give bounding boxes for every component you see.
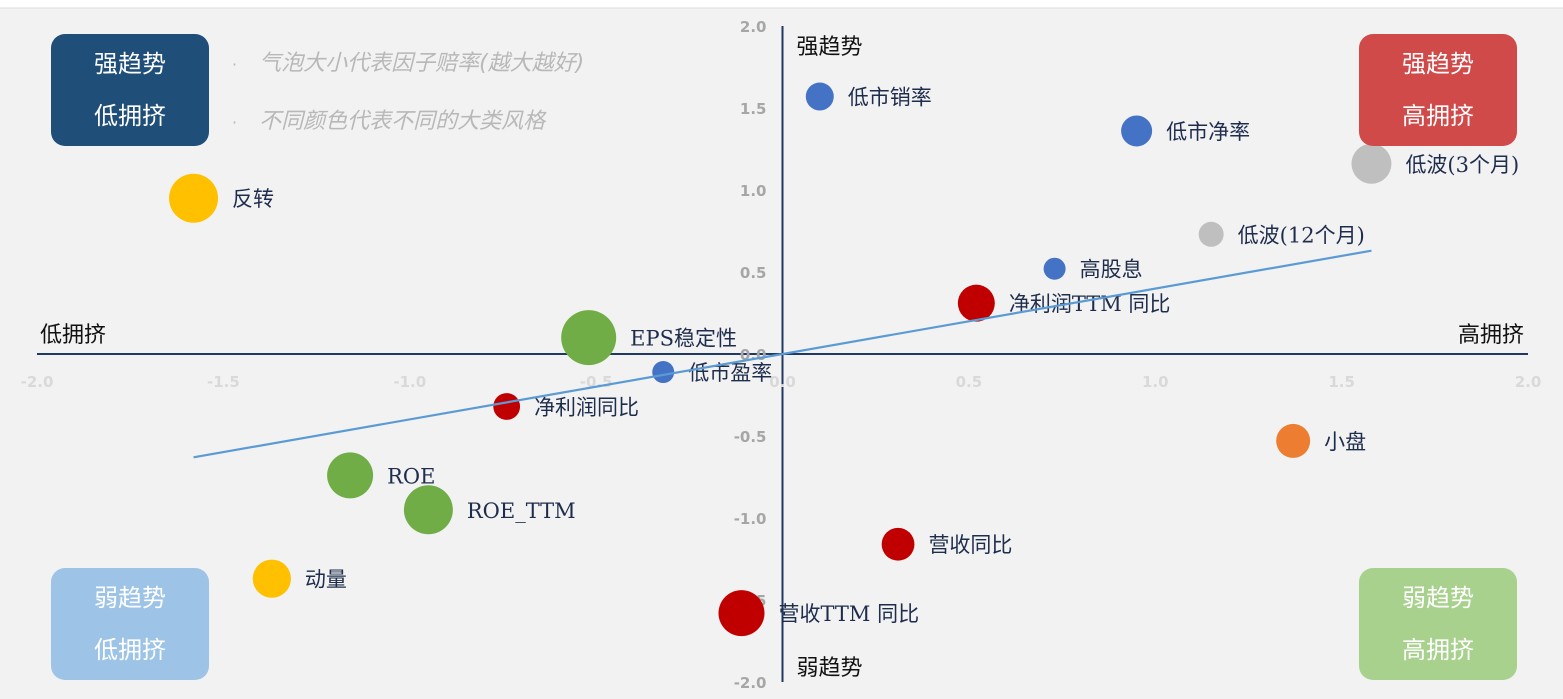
bubble-point: [652, 361, 675, 384]
quadrant-line1: 强趋势: [94, 50, 166, 78]
quadrant-weak-trend-low-crowding: 弱趋势 低拥挤: [51, 568, 209, 680]
bubble-point: [493, 393, 521, 420]
bubble-point: [327, 452, 374, 499]
bubble-label: 低波(3个月): [1405, 153, 1519, 177]
bubble-point: [1351, 143, 1392, 184]
quadrant-weak-trend-high-crowding: 弱趋势 高拥挤: [1359, 568, 1517, 680]
bubble-label: 反转: [232, 187, 274, 211]
bullet-icon: ·: [232, 55, 238, 74]
bubble-point: [1198, 221, 1224, 247]
quadrant-line2: 高拥挤: [1402, 636, 1474, 664]
note-text: 气泡大小代表因子赔率(越大越好): [259, 51, 585, 76]
quadrant-strong-trend-low-crowding: 强趋势 低拥挤: [51, 34, 209, 146]
x-tick-label: 2.0: [1515, 373, 1542, 391]
bubble-label: 净利润TTM 同比: [1009, 292, 1171, 316]
x-tick-label: -0.5: [580, 373, 613, 391]
bubble-label: ROE_TTM: [467, 499, 576, 523]
note-text: 不同颜色代表不同的大类风格: [259, 109, 546, 134]
x-tick-label: 0.0: [769, 373, 796, 391]
bubble-point: [403, 485, 453, 535]
bubble-series: [169, 82, 1392, 637]
bubble-label: 高股息: [1080, 258, 1143, 282]
axis-label-strong-trend: 强趋势: [797, 35, 863, 60]
x-tick-label: -2.0: [21, 373, 54, 391]
quadrant-line2: 高拥挤: [1402, 102, 1474, 130]
x-tick-label: 1.0: [1142, 373, 1169, 391]
quadrant-line1: 弱趋势: [1402, 584, 1474, 612]
y-tick-label: -2.0: [734, 674, 767, 692]
bubble-label: 低市盈率: [688, 361, 772, 385]
axis-label-high-crowding: 高拥挤: [1458, 323, 1524, 348]
bubble-point: [957, 284, 995, 322]
bullet-icon: ·: [232, 113, 238, 132]
y-tick-label: 0.5: [740, 264, 767, 282]
y-tick-label: -0.5: [734, 428, 767, 446]
bubble-point: [169, 173, 219, 223]
bubble-label: 净利润同比: [534, 395, 639, 419]
bubble-label: 动量: [305, 568, 347, 592]
y-tick-label: 2.0: [740, 18, 767, 36]
bubble-label: EPS稳定性: [630, 327, 737, 351]
y-tick-label: 1.5: [740, 100, 767, 118]
quadrant-line2: 低拥挤: [94, 636, 166, 664]
bubble-label: 低市销率: [848, 86, 932, 110]
x-tick-label: 1.5: [1328, 373, 1355, 391]
bubble-label: ROE: [387, 464, 435, 488]
bubble-point: [881, 527, 915, 561]
axis-label-weak-trend: 弱趋势: [797, 656, 863, 681]
y-tick-label: -1.0: [734, 510, 767, 528]
y-tick-label: 1.0: [740, 182, 767, 200]
bubble-label: 营收同比: [928, 533, 1012, 557]
quadrant-line1: 弱趋势: [94, 584, 166, 612]
x-tick-label: 0.5: [956, 373, 983, 391]
bubble-point: [1276, 423, 1311, 458]
trendline: [193, 249, 1372, 459]
x-tick-label: -1.5: [207, 373, 240, 391]
bubble-label: 低波(12个月): [1238, 223, 1365, 247]
quadrant-strong-trend-high-crowding: 强趋势 高拥挤: [1359, 34, 1517, 146]
bubble-label: 低市净率: [1166, 120, 1250, 144]
quadrant-line1: 强趋势: [1402, 50, 1474, 78]
bubble-point: [1121, 115, 1153, 147]
axis-label-low-crowding: 低拥挤: [40, 323, 106, 348]
quadrant-line2: 低拥挤: [94, 102, 166, 130]
bubble-point: [805, 82, 834, 111]
legend-note-color: · 不同颜色代表不同的大类风格: [232, 103, 545, 135]
bubble-point: [561, 310, 617, 366]
bubble-label: 小盘: [1324, 430, 1366, 454]
x-tick-label: -1.0: [393, 373, 426, 391]
bubble-point: [718, 590, 765, 637]
bubble-point: [1043, 257, 1066, 280]
bubble-label: 营收TTM 同比: [778, 602, 919, 626]
bubble-point: [252, 559, 291, 598]
legend-note-bubble-size: · 气泡大小代表因子赔率(越大越好): [232, 45, 584, 77]
